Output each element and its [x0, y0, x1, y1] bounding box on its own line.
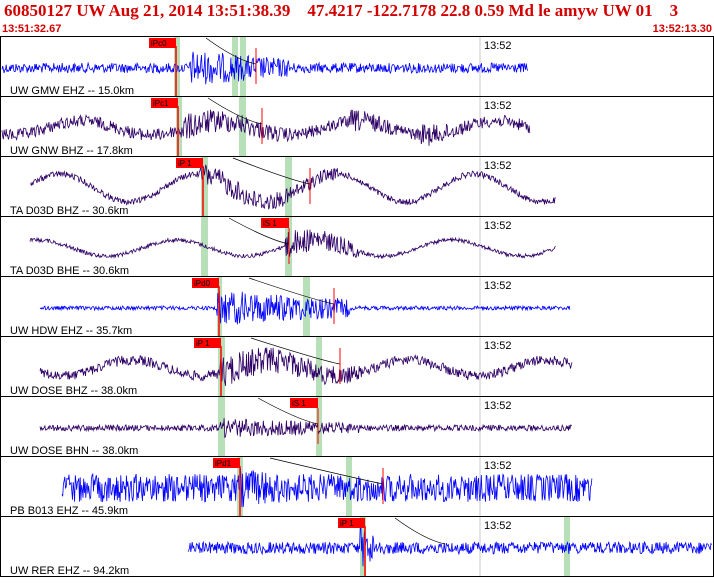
p-pick-label: iP 1: [196, 339, 210, 348]
travel-time-curve: [248, 277, 335, 305]
travel-time-curve: [394, 517, 446, 545]
waveform-trace: [1, 109, 531, 146]
p-pick-label: iPc1: [153, 99, 169, 108]
pick-window-shade: [174, 37, 180, 96]
pick-window-shade: [316, 337, 322, 396]
waveform-trace: [61, 468, 593, 508]
minute-label: 13:52: [484, 280, 512, 292]
channel-label: UW DOSE BHN -- 38.0km: [10, 445, 138, 457]
event-summary-title: 60850127 UW Aug 21, 2014 13:51:38.39 47.…: [4, 1, 679, 20]
p-pick-flag[interactable]: [338, 518, 365, 528]
channel-label: UW GNW BHZ -- 17.8km: [10, 145, 133, 157]
travel-time-curve: [269, 457, 384, 485]
waveform-trace: [39, 418, 573, 438]
pick-window-shade: [564, 517, 570, 576]
waveform-trace: [29, 229, 556, 260]
channel-label: TA D03D BHE -- 30.6km: [10, 265, 129, 277]
travel-time-curve: [228, 217, 290, 245]
minute-label: 13:52: [484, 220, 512, 232]
waveform-trace: [187, 525, 712, 567]
channel-panel[interactable]: iS 1 13:52 TA D03D BHE -- 30.6km: [0, 216, 714, 277]
s-pick-flag[interactable]: [261, 218, 289, 228]
travel-time-curve: [207, 97, 263, 125]
minute-label: 13:52: [484, 100, 512, 112]
waveform-trace: [1, 51, 529, 85]
minute-label: 13:52: [484, 520, 512, 532]
channel-panel[interactable]: iPc0 13:52 UW GMW EHZ -- 15.0km: [0, 36, 714, 97]
travel-time-curve: [232, 157, 311, 185]
pick-window-shade: [360, 517, 366, 576]
minute-label: 13:52: [484, 460, 512, 472]
p-pick-flag[interactable]: [149, 38, 176, 48]
p-pick-label: iPc0: [151, 39, 167, 48]
seismogram-panel[interactable]: iPc0 13:52 UW GMW EHZ -- 15.0km iPc1 13:52 UW…: [0, 36, 714, 578]
channel-panel[interactable]: iP 1 13:52 UW DOSE BHZ -- 38.0km: [0, 336, 714, 397]
channel-label: UW GMW EHZ -- 15.0km: [10, 85, 134, 97]
p-pick-flag[interactable]: [194, 338, 221, 348]
p-pick-label: iPd1: [215, 459, 232, 468]
channel-label: UW RER EHZ -- 94.2km: [10, 565, 129, 577]
channel-panel[interactable]: iPd0 13:52 UW HDW EHZ -- 35.7km: [0, 276, 714, 337]
p-pick-flag[interactable]: [192, 278, 219, 288]
channel-panel[interactable]: iPc1 13:52 UW GNW BHZ -- 17.8km: [0, 96, 714, 157]
channel-label: TA D03D BHZ -- 30.6km: [10, 205, 128, 217]
travel-time-curve: [250, 337, 341, 365]
s-pick-label: iS 1: [263, 219, 277, 228]
s-pick-label: iS 1: [292, 399, 306, 408]
pick-window-shade: [240, 37, 246, 96]
minute-label: 13:52: [484, 340, 512, 352]
channel-panel[interactable]: iS 1 13:52 UW DOSE BHN -- 38.0km: [0, 396, 714, 457]
travel-time-curve: [257, 397, 319, 425]
p-pick-flag[interactable]: [213, 458, 240, 468]
channel-label: PB B013 EHZ -- 45.9km: [10, 505, 128, 517]
window-end-time: 13:52:13.30: [652, 23, 712, 35]
p-pick-label: iPd0: [194, 279, 211, 288]
minute-label: 13:52: [484, 160, 512, 172]
channel-label: UW DOSE BHZ -- 38.0km: [10, 385, 137, 397]
p-pick-label: iP 1: [178, 159, 192, 168]
channel-label: UW HDW EHZ -- 35.7km: [10, 325, 132, 337]
pick-window-shade: [176, 97, 182, 156]
pick-window-shade: [316, 397, 322, 456]
minute-label: 13:52: [484, 400, 512, 412]
pick-window-shade: [201, 157, 208, 216]
p-pick-label: iP 1: [340, 519, 354, 528]
s-pick-flag[interactable]: [290, 398, 318, 408]
pick-window-shade: [201, 217, 208, 276]
waveform-trace: [39, 291, 571, 325]
p-pick-flag[interactable]: [151, 98, 178, 108]
waveform-trace: [29, 163, 556, 210]
seismogram-canvas[interactable]: iPc0 13:52 UW GMW EHZ -- 15.0km iPc1 13:52 UW…: [0, 36, 714, 578]
waveform-trace: [39, 347, 573, 386]
channel-panel[interactable]: iPd1 13:52 PB B013 EHZ -- 45.9km: [0, 456, 714, 517]
minute-label: 13:52: [484, 40, 512, 52]
channel-panel[interactable]: iP 1 13:52 TA D03D BHZ -- 30.6km: [0, 156, 714, 217]
pick-window-shade: [285, 157, 292, 216]
p-pick-flag[interactable]: [176, 158, 203, 168]
window-start-time: 13:51:32.67: [2, 23, 62, 35]
travel-time-curve: [205, 37, 257, 65]
event-header: 60850127 UW Aug 21, 2014 13:51:38.39 47.…: [0, 0, 714, 36]
channel-panel[interactable]: iP 1 13:52 UW RER EHZ -- 94.2km: [0, 516, 714, 577]
